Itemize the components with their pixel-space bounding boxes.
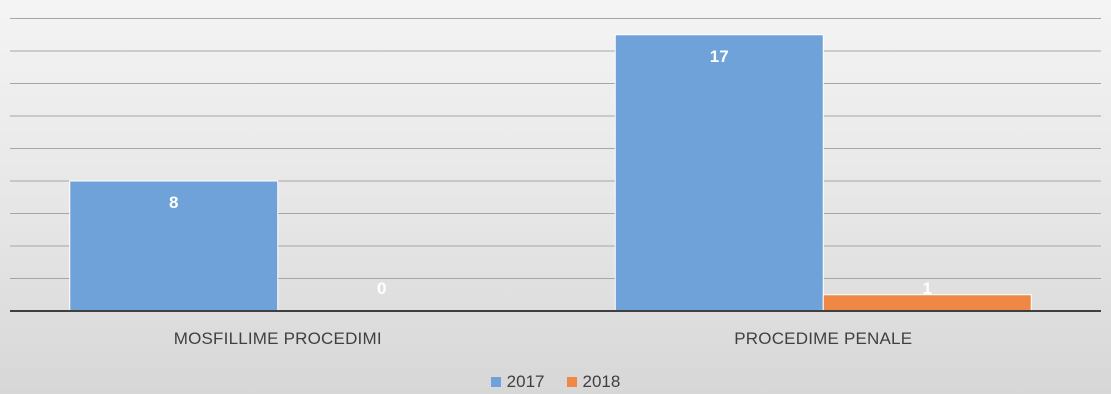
bar-2017-0 [69,180,279,312]
legend-label-2018: 2018 [582,372,621,391]
data-label: 0 [377,279,386,298]
legend-label-2017: 2017 [506,372,545,391]
bar-2017-1 [614,34,824,312]
bar-chart: 8 0 MOSFILLIME PROCEDIMI 17 1 PROCEDIME PENAL… [10,18,1101,348]
legend: 2017 2018 [0,370,1111,394]
legend-item-2018: 2018 [566,372,621,392]
legend-swatch-2017 [490,377,501,387]
data-label: 17 [710,47,729,66]
legend-swatch-2018 [566,377,577,387]
legend-item-2017: 2017 [490,372,545,392]
category-label: MOSFILLIME PROCEDIMI [174,329,382,348]
data-label: 1 [923,279,932,298]
data-label: 8 [169,193,178,212]
category-label: PROCEDIME PENALE [734,329,912,348]
